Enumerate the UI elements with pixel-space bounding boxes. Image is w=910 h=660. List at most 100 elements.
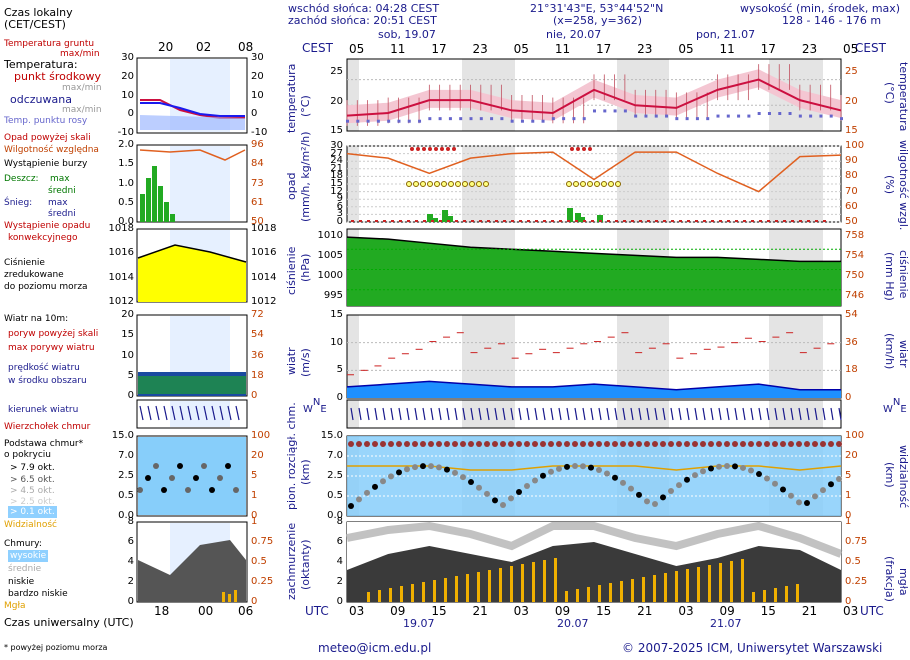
day-label-3: pon, 21.07 — [696, 28, 756, 41]
pres-tick-left: 1010 — [317, 230, 343, 241]
date-bottom-3: 21.07 — [710, 617, 742, 630]
precip-tick-left: 18 — [330, 170, 343, 182]
mini-tick-left: 1014 — [108, 271, 134, 283]
cloud-base-dot — [740, 464, 746, 471]
precip-above-marker — [422, 147, 426, 151]
fog-bar — [620, 581, 623, 602]
mini-wind-arrow — [203, 405, 208, 421]
dew-point — [346, 119, 349, 123]
mini-tick-right: 1014 — [251, 271, 277, 283]
wind-axis-title-r: wiatr — [897, 340, 910, 368]
rain-bar — [575, 213, 581, 222]
cloud-top-dot — [596, 441, 602, 447]
convective-occurrence — [535, 220, 538, 222]
cloud-base-dot — [708, 465, 714, 472]
convective-occurrence — [471, 220, 474, 222]
mini-rain-bar — [158, 186, 163, 222]
convective-occurrence — [703, 220, 706, 222]
wind-direction-arrow — [574, 407, 578, 421]
dew-point — [798, 114, 802, 118]
convective-occurrence — [663, 220, 666, 222]
wind-direction-arrow — [630, 407, 634, 421]
fog-tick-right: 0.5 — [845, 556, 861, 567]
wind-direction-arrow — [606, 407, 610, 421]
vis-tick-right: 20 — [845, 450, 858, 461]
dew-point — [767, 112, 771, 115]
fog-bar — [752, 592, 755, 602]
mini-tick-left: 4 — [127, 556, 134, 567]
precip-tick-left: 0 — [336, 216, 343, 227]
legend-mid-cloud: średnie — [8, 564, 42, 574]
precip-above-marker — [416, 147, 420, 151]
wind-direction-arrow — [774, 407, 778, 421]
cloud-cover-mid — [346, 521, 843, 558]
dew-point — [510, 119, 514, 123]
fog-bar — [675, 571, 678, 602]
mini-tick-right: 0.25 — [251, 576, 274, 587]
wind-direction-arrow — [582, 407, 586, 421]
mini-wind-arrow — [211, 405, 216, 421]
footer-email[interactable]: meteo@icm.edu.pl — [318, 641, 432, 655]
legend-wind-speed: prędkość wiatru — [8, 363, 80, 373]
cloud-top-dot — [572, 441, 578, 447]
convective-occurrence — [511, 220, 514, 222]
wind-direction-arrow — [710, 407, 714, 421]
wind-direction-arrow — [814, 407, 818, 421]
wind-direction-arrow — [550, 407, 554, 421]
cloud-base-dot — [644, 498, 650, 505]
fog-bar — [730, 561, 733, 602]
coords-text: 21°31'43"E, 53°44'52"N — [530, 2, 664, 15]
legend-local-time2: (CET/CEST) — [4, 18, 66, 31]
mini-heated-line — [140, 102, 245, 117]
fog-tick-right: 1 — [845, 516, 852, 527]
legend-pressure: Ciśnienie — [4, 258, 45, 268]
legend-okt45: > 4.5 okt. — [10, 486, 55, 496]
day-label-1: sob, 19.07 — [378, 28, 436, 41]
mini-wind-band — [138, 376, 246, 394]
mini-tick-left: 6 — [127, 536, 134, 547]
date-bottom-2: 20.07 — [557, 617, 589, 630]
wind-tick-right: 0 — [845, 392, 852, 403]
convective-occurrence — [455, 220, 458, 222]
cloud-top-dot — [348, 441, 354, 447]
fog-bar — [554, 558, 557, 602]
storm-marker — [573, 181, 579, 187]
legend-gust-above: poryw powyżej skali — [8, 329, 99, 339]
vis-tick-right: 1 — [845, 490, 852, 501]
dew-point — [387, 119, 391, 123]
cloud-top-dot — [428, 441, 434, 447]
mini-tick-right: 50 — [251, 216, 264, 227]
wind-direction-arrow — [590, 407, 594, 421]
cloud-top-dot — [492, 441, 498, 447]
wind-direction-arrow — [518, 407, 522, 421]
wind-direction-arrow — [350, 407, 354, 421]
wind-axis-unit-r: (km/h) — [883, 333, 896, 370]
rain-bar — [579, 217, 585, 222]
legend-temperature: Temperatura: — [4, 58, 78, 71]
convective-occurrence — [655, 220, 658, 222]
convective-occurrence — [679, 220, 682, 222]
mini-wind-arrow — [219, 405, 224, 421]
wind-direction-arrow — [838, 407, 842, 421]
wind-direction-arrow — [486, 407, 490, 421]
cover-tick-left: 6 — [336, 536, 343, 547]
wind-speed-line — [346, 380, 841, 391]
cloud-base-dot — [564, 463, 570, 470]
wind-direction-arrow — [398, 407, 402, 421]
wind-tick-right: 18 — [845, 364, 858, 376]
convective-occurrence — [815, 220, 818, 222]
legend-snow: Śnieg: — [4, 198, 33, 208]
cloud-base-dot — [420, 463, 426, 470]
cloud-base-dot — [348, 503, 354, 509]
cloud-base-dot — [772, 480, 778, 487]
mini-cloud-dot — [209, 487, 215, 493]
convective-occurrence — [495, 220, 498, 222]
mini-wind-arrow — [147, 405, 152, 421]
wind-direction-arrow — [542, 407, 546, 421]
dew-point — [819, 114, 823, 118]
fog-bar — [697, 567, 700, 602]
mini-cloud-dot — [177, 463, 183, 469]
fog-bar — [763, 590, 766, 602]
legend-very-low: bardzo niskie — [8, 589, 68, 599]
mini-tick-left: 0 — [127, 390, 134, 401]
